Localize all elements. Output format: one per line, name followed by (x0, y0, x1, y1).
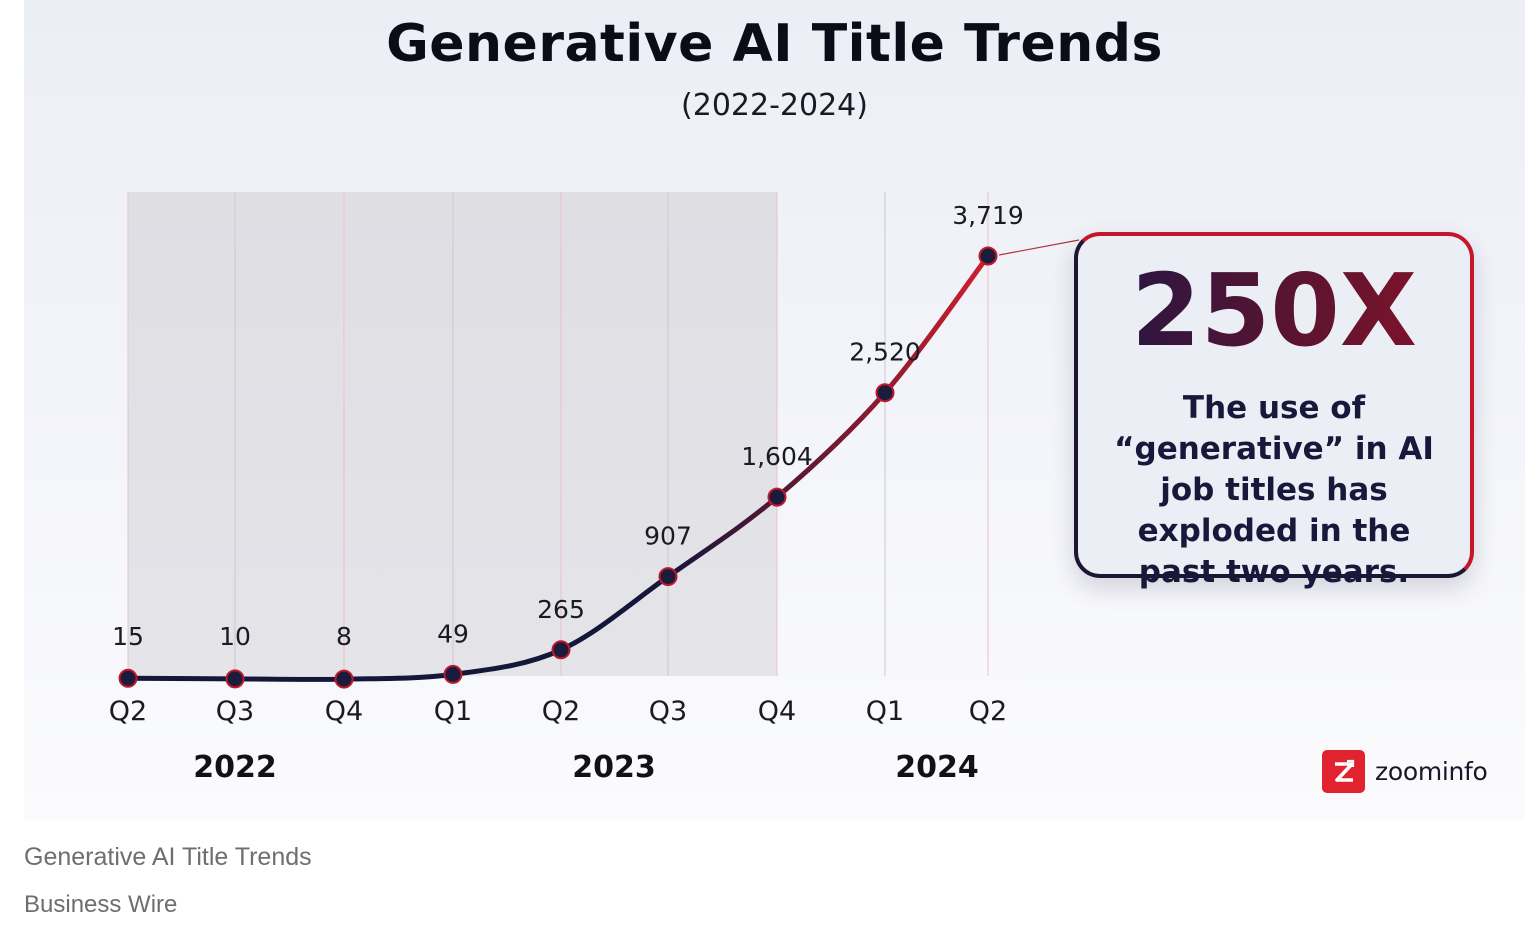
x-tick-label: Q2 (542, 696, 580, 727)
callout-headline: 250X (1078, 252, 1470, 370)
data-label: 10 (219, 622, 251, 651)
chart-title: Generative AI Title Trends (386, 14, 1163, 74)
x-tick-label: Q3 (216, 696, 254, 727)
chart-figure: Generative AI Title Trends (2022-2024) 1… (24, 0, 1525, 820)
x-tick-label: Q1 (866, 696, 904, 727)
series-line (125, 253, 991, 682)
data-label: 8 (336, 622, 352, 651)
year-label: 2022 (193, 750, 277, 785)
data-label: 2,520 (849, 338, 921, 367)
data-point (978, 246, 998, 266)
data-label: 15 (112, 622, 144, 651)
line-chart: 15 10 8 49 265 907 1,604 2,520 3,719 Q2 Q3 Q4 Q1 Q2 Q… (109, 192, 1080, 785)
data-point (225, 669, 245, 689)
data-point (334, 669, 354, 689)
year-label: 2023 (572, 750, 656, 785)
x-tick-label: Q3 (649, 696, 687, 727)
zoominfo-z-logo-icon (1322, 750, 1365, 793)
data-point (658, 567, 678, 587)
callout-text: The use of “generative” in AI job titles… (1114, 390, 1434, 590)
data-point (118, 668, 138, 688)
callout-connector-line (998, 239, 1080, 256)
x-tick-label: Q4 (758, 696, 796, 727)
data-label: 907 (644, 522, 692, 551)
data-point (875, 383, 895, 403)
data-label: 1,604 (741, 442, 813, 471)
image-caption: Generative AI Title Trends (24, 843, 312, 871)
x-tick-label: Q2 (969, 696, 1007, 727)
callout-box: 250X The use of “generative” in AI job t… (1074, 232, 1474, 590)
data-point (767, 487, 787, 507)
chart-subtitle: (2022-2024) (681, 88, 868, 123)
x-tick-label: Q1 (434, 696, 472, 727)
data-point (443, 664, 463, 684)
x-tick-label: Q4 (325, 696, 363, 727)
data-point (551, 640, 571, 660)
x-tick-label: Q2 (109, 696, 147, 727)
data-label: 49 (437, 619, 469, 648)
data-label: 3,719 (952, 201, 1024, 230)
zoominfo-logo: zoominfo (1322, 750, 1488, 793)
image-source: Business Wire (24, 891, 178, 918)
year-label: 2024 (895, 750, 979, 785)
data-label: 265 (537, 595, 585, 624)
logo-text: zoominfo (1375, 757, 1488, 786)
